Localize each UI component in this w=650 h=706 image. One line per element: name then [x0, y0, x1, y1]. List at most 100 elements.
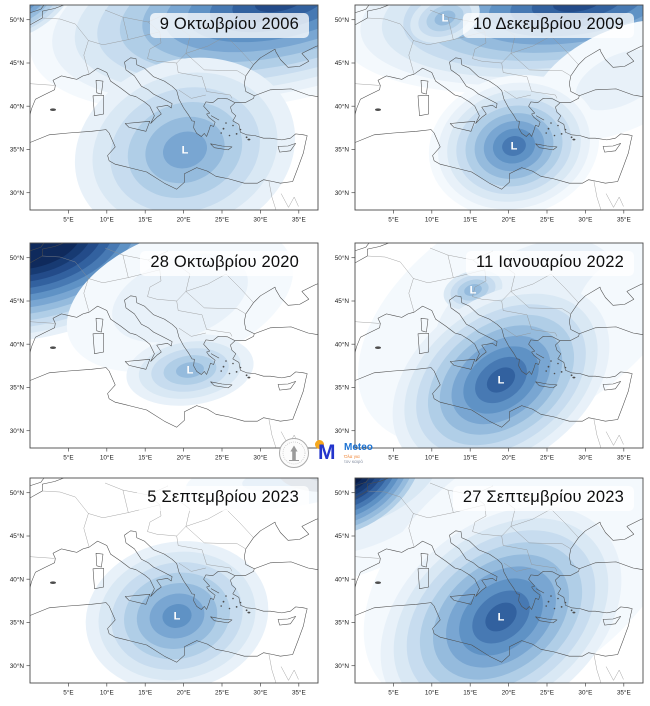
x-tick-label: 20°E — [502, 689, 516, 697]
y-tick-label: 30°N — [10, 427, 25, 435]
x-tick-label: 35°E — [617, 454, 631, 462]
y-tick-label: 45°N — [10, 59, 25, 67]
pressure-markers: LL — [442, 13, 518, 153]
map-panel-3: L 5°E10°E15°E20°E25°E30°E35°E50°N45°N40°… — [0, 238, 325, 471]
meteo-logo-text: Meteo Όλα για τον καιρό — [344, 440, 373, 464]
meteo-tagline-line2: τον καιρό — [344, 458, 363, 464]
logo-strip: M Meteo Όλα για τον καιρό — [278, 437, 373, 469]
x-tick-label: 20°E — [177, 454, 191, 462]
y-tick-label: 45°N — [10, 297, 25, 305]
contour-ring — [464, 284, 482, 296]
y-tick-label: 40°N — [335, 102, 350, 110]
y-tick-label: 35°N — [10, 384, 25, 392]
x-tick-label: 5°E — [63, 689, 73, 697]
contour-ring — [502, 136, 526, 156]
x-tick-label: 30°E — [578, 454, 592, 462]
y-tick-label: 40°N — [335, 340, 350, 348]
pressure-markers: L — [187, 365, 194, 377]
y-tick-label: 45°N — [10, 532, 25, 540]
panel-title: 10 Δεκεμβρίου 2009 — [462, 13, 634, 38]
y-tick-label: 30°N — [10, 662, 25, 670]
contour-ring — [30, 243, 82, 270]
x-tick-label: 20°E — [502, 454, 516, 462]
map-border — [354, 242, 644, 449]
x-tick-label: 20°E — [502, 216, 516, 224]
observatory-seal-icon — [279, 438, 309, 468]
contour-ring — [30, 5, 52, 23]
meteo-m-letter: M — [318, 441, 336, 464]
contour-ring — [355, 478, 376, 494]
x-tick-label: 10°E — [100, 689, 114, 697]
contour-ring — [531, 5, 623, 21]
meteo-name: Meteo — [344, 442, 373, 453]
x-tick-label: 35°E — [292, 216, 306, 224]
x-tick-label: 5°E — [388, 454, 398, 462]
contour-ring — [254, 5, 306, 13]
x-tick-label: 25°E — [540, 216, 554, 224]
contour-ring — [30, 5, 64, 32]
contour-field — [30, 243, 294, 406]
y-tick-label: 35°N — [335, 619, 350, 627]
map-panel-1: L 5°E 10°E 15°E 20°E 25°E 30°E 35°E 50°N 45°N 40°… — [0, 0, 325, 233]
map-border — [29, 242, 319, 449]
y-tick-label: 50°N — [10, 489, 25, 497]
x-tick-label: 30°E — [578, 689, 592, 697]
y-tick-label: 30°N — [10, 189, 25, 197]
low-pressure-marker: L — [442, 13, 449, 25]
x-tick-label: 25°E — [215, 216, 229, 224]
contour-ring — [485, 602, 517, 632]
x-tick-label: 15°E — [138, 454, 152, 462]
y-tick-label: 50°N — [335, 16, 350, 24]
y-tick-label: 35°N — [335, 146, 350, 154]
x-tick-label: 15°E — [138, 216, 152, 224]
y-tick-label: 45°N — [335, 297, 350, 305]
contour-ring — [162, 131, 208, 169]
x-tick-label: 10°E — [425, 689, 439, 697]
x-tick-label: 15°E — [463, 454, 477, 462]
x-tick-label: 5°E — [63, 216, 73, 224]
x-tick-label: 10°E — [100, 216, 114, 224]
contour-ring — [575, 49, 643, 111]
x-tick-label: 10°E — [425, 454, 439, 462]
contour-field — [85, 478, 318, 683]
weather-map-svg: LL 5°E 10°E 15°E 20°E 25°E 30°E 35°E50°N45°N40… — [335, 4, 644, 224]
y-tick-label: 50°N — [10, 254, 25, 262]
y-tick-label: 40°N — [10, 340, 25, 348]
y-tick-label: 35°N — [335, 384, 350, 392]
panel-title: 27 Σεπτεμβρίου 2023 — [452, 486, 634, 511]
low-pressure-marker: L — [187, 365, 194, 377]
contour-ring — [355, 478, 382, 499]
contour-ring — [553, 5, 601, 13]
x-tick-label: 25°E — [540, 689, 554, 697]
contour-ring — [30, 5, 58, 27]
y-tick-label: 40°N — [335, 575, 350, 583]
low-pressure-marker: L — [182, 145, 189, 157]
meteo-logo: M Meteo Όλα για τον καιρό — [315, 440, 373, 466]
y-tick-label: 35°N — [10, 146, 25, 154]
weather-map-svg: L 5°E 10°E 15°E 20°E 25°E 30°E 35°E 50°N 45°N 40°… — [335, 477, 644, 697]
y-tick-label: 40°N — [10, 575, 25, 583]
x-tick-label: 30°E — [253, 216, 267, 224]
x-tick-label: 25°E — [215, 689, 229, 697]
map-panel-6: L 5°E 10°E 15°E 20°E 25°E 30°E 35°E 50°N 45°N 40°… — [325, 473, 650, 706]
x-tick-label: 5°E — [63, 454, 73, 462]
y-tick-label: 45°N — [335, 59, 350, 67]
x-tick-label: 30°E — [253, 454, 267, 462]
low-pressure-marker: L — [498, 612, 505, 624]
x-tick-label: 20°E — [177, 216, 191, 224]
y-tick-label: 45°N — [335, 532, 350, 540]
x-tick-label: 10°E — [100, 454, 114, 462]
map-border — [29, 477, 319, 684]
y-tick-label: 30°N — [335, 427, 350, 435]
weather-map-svg: L 5°E 10°E 15°E 20°E 25°E 30°E 35°E 50°N 45°N 40°… — [10, 477, 319, 697]
axis-ticks: 5°E10°E15°E20°E25°E30°E35°E50°N45°N40°N3… — [10, 254, 306, 462]
map-border — [354, 4, 644, 211]
y-tick-label: 30°N — [335, 662, 350, 670]
